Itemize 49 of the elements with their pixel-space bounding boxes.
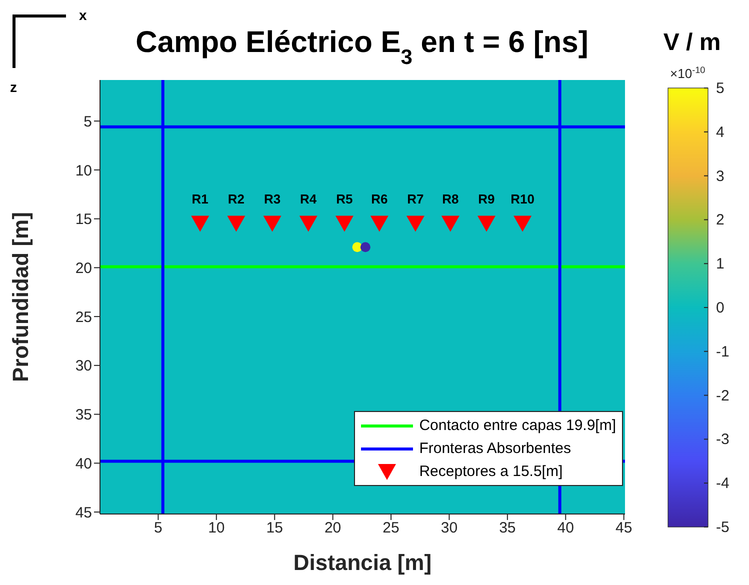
color-bar-label: -3 [716, 431, 730, 448]
x-axis-title: Distancia [m] [293, 550, 432, 575]
y-axis-title: Profundidad [m] [8, 212, 33, 382]
x-tick-label: 30 [440, 520, 458, 537]
y-tick-label: 15 [75, 211, 92, 228]
x-tick-label: 15 [266, 520, 283, 537]
annotation: R3 [264, 192, 281, 207]
color-bar-title: V / m [663, 29, 721, 56]
y-tick-label: 40 [75, 455, 92, 472]
annotation: R6 [371, 192, 388, 207]
x-tick-label: 25 [382, 520, 400, 537]
y-tick-label: 5 [84, 113, 92, 130]
annotation: R7 [407, 192, 424, 207]
color-bar-label: -4 [716, 475, 730, 492]
annotation: R4 [300, 192, 318, 207]
color-bar-label: 4 [716, 124, 724, 141]
x-tick-label: 40 [557, 520, 574, 537]
legend-label: Contacto entre capas 19.9[m] [419, 417, 616, 434]
color-bar-label: -5 [716, 519, 730, 536]
x-tick-label: 10 [208, 520, 225, 537]
annotation: R1 [192, 192, 208, 207]
color-bar-label: -2 [716, 387, 730, 404]
color-bar-label: 2 [716, 212, 724, 229]
annotation: R9 [478, 192, 495, 207]
color-bar-label: -1 [716, 343, 730, 360]
y-tick-label: 10 [75, 162, 92, 180]
y-tick-label: 35 [75, 406, 92, 424]
ref-line-label: Fronteras Absorbentes [419, 440, 571, 457]
color-bar-label: 0 [716, 300, 724, 316]
text: x [79, 7, 87, 23]
x-tick-label: 45 [615, 520, 632, 537]
y-tick-label: 20 [75, 260, 92, 277]
annotation: R10 [510, 192, 534, 207]
y-tick-label: 25 [75, 308, 92, 326]
x-tick-label: 35 [499, 520, 516, 537]
annotation: R2 [228, 192, 245, 207]
color-bar-label: 3 [716, 168, 724, 185]
annotation: R5 [336, 192, 353, 207]
x-tick-label: 5 [154, 520, 162, 537]
legend-label: Receptores a 15.5[m] [419, 463, 563, 480]
color-bar-label: 1 [716, 256, 724, 273]
y-tick-label: 45 [75, 504, 92, 522]
x-tick-label: 20 [324, 520, 342, 537]
y-tick-label: 30 [75, 358, 92, 375]
color-bar-label: 5 [716, 80, 724, 97]
text: ×10$^{-10}$ [670, 65, 706, 81]
annotation: R8 [442, 192, 459, 207]
chart-title: Campo Eléctrico E$_{3}$ en t = 6 [ns] [136, 26, 588, 68]
text: z [10, 79, 17, 95]
